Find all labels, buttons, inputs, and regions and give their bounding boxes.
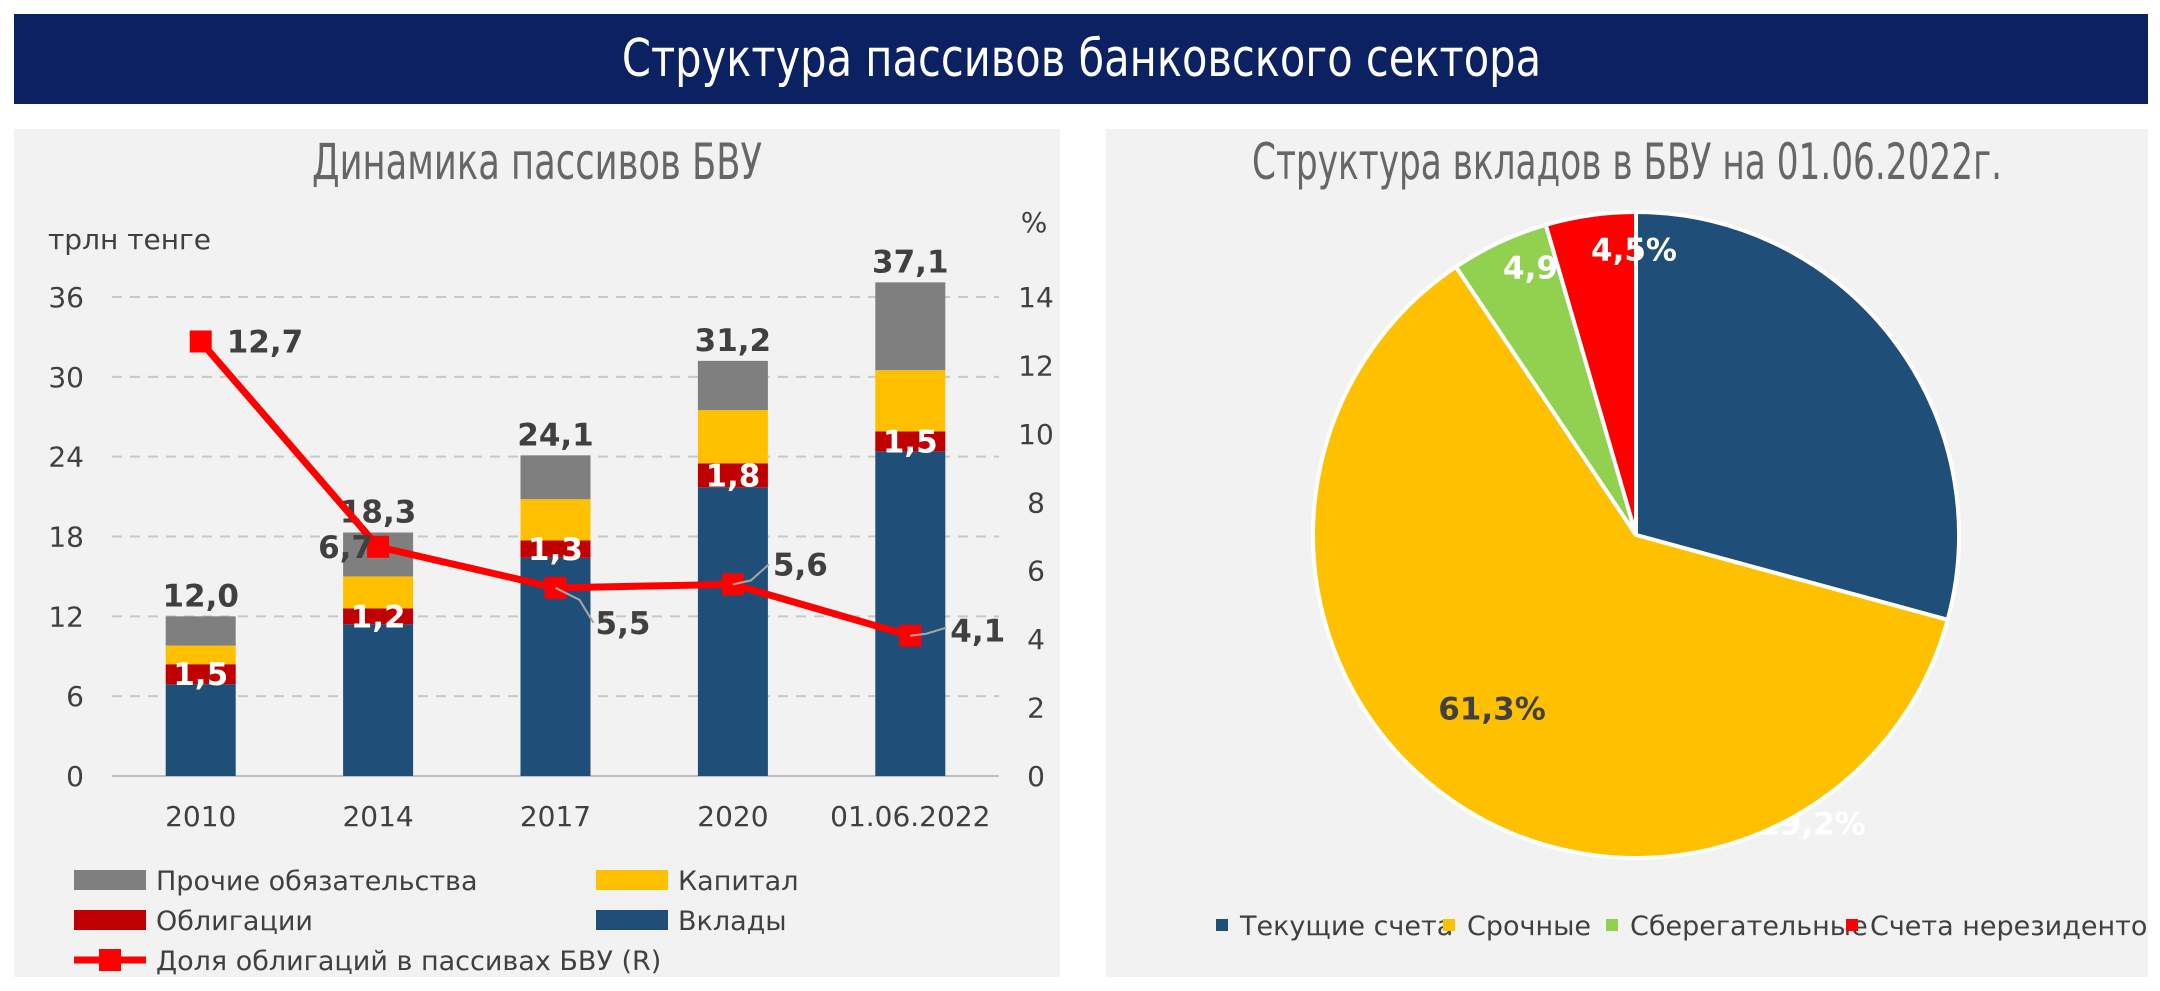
bar-data-label: 1,2 xyxy=(351,599,406,635)
pie-slice xyxy=(1543,209,1638,536)
legend-swatch xyxy=(74,870,146,890)
x-tick-label: 01.06.2022 xyxy=(830,800,990,833)
leader-line xyxy=(732,563,770,586)
pie-slice xyxy=(1311,264,1951,860)
y-tick-label: 12 xyxy=(48,600,84,633)
y-tick-label: 30 xyxy=(48,361,84,394)
bar-segment-Вклады xyxy=(697,487,768,776)
legend-marker xyxy=(99,949,121,971)
bar-segment-Капитал xyxy=(165,645,236,665)
bar-segment-Облигации xyxy=(697,463,768,488)
bar-segment-Вклады xyxy=(165,684,236,776)
x-tick-label: 2017 xyxy=(520,800,591,833)
line-data-label: 4,1 xyxy=(950,614,1005,650)
line-marker xyxy=(721,573,744,596)
bar-segment-Облигации xyxy=(343,608,414,625)
line-data-label: 5,5 xyxy=(596,606,651,642)
y2-tick-label: 8 xyxy=(1027,486,1045,519)
bar-data-label: 1,5 xyxy=(883,424,938,460)
bar-segment-Облигации xyxy=(520,540,591,558)
page-title: Структура пассивов банковского сектора xyxy=(621,29,1541,89)
bar-segment-Прочие обязательства xyxy=(875,282,946,371)
bar-total-label: 31,2 xyxy=(695,323,772,359)
legend-label: Прочие обязательства xyxy=(156,866,478,897)
bar-segment-Прочие обязательства xyxy=(520,455,591,500)
y-tick-label: 36 xyxy=(48,281,84,314)
y2-tick-label: 6 xyxy=(1027,555,1045,588)
legend-label: Вклады xyxy=(678,906,787,937)
legend-swatch xyxy=(596,870,668,890)
y2-tick-label: 12 xyxy=(1018,349,1054,382)
line-data-label: 12,7 xyxy=(227,324,304,360)
legend-swatch xyxy=(1443,919,1455,931)
y2-tick-label: 0 xyxy=(1027,760,1045,793)
bar-data-label: 1,3 xyxy=(528,532,583,568)
pie-data-label: 61,3% xyxy=(1438,692,1546,728)
bar-segment-Капитал xyxy=(343,576,414,609)
y2-tick-label: 4 xyxy=(1027,623,1045,656)
bar-chart-title: Динамика пассивов БВУ xyxy=(312,133,762,191)
legend-label: Капитал xyxy=(678,866,798,897)
pie-data-label: 4,5% xyxy=(1591,233,1677,269)
line-data-label: 5,6 xyxy=(773,547,828,583)
y-tick-label: 6 xyxy=(66,680,84,713)
bar-segment-Капитал xyxy=(520,499,591,541)
bar-data-label: 1,5 xyxy=(173,657,228,693)
line-marker xyxy=(544,576,567,599)
y-tick-label: 24 xyxy=(48,441,84,474)
bar-data-label: 1,8 xyxy=(705,458,760,494)
line-marker xyxy=(189,330,212,353)
x-tick-label: 2010 xyxy=(165,800,236,833)
y-tick-label: 0 xyxy=(66,760,84,793)
y2-tick-label: 14 xyxy=(1018,281,1054,314)
pie-chart: Структура вкладов в БВУ на 01.06.2022г.2… xyxy=(1216,133,2160,942)
leader-line xyxy=(910,626,947,637)
legend-label: Срочные xyxy=(1467,911,1591,942)
y-axis-label: трлн тенге xyxy=(48,223,211,256)
legend-label: Доля облигаций в пассивах БВУ (R) xyxy=(156,946,661,977)
legend-label: Текущие счета xyxy=(1239,911,1453,942)
legend-swatch xyxy=(74,910,146,930)
bar-total-label: 12,0 xyxy=(162,578,239,614)
legend-label: Сберегательные xyxy=(1630,911,1868,942)
x-tick-label: 2020 xyxy=(697,800,768,833)
line-marker xyxy=(367,535,390,558)
x-tick-label: 2014 xyxy=(342,800,413,833)
bar-total-label: 24,1 xyxy=(517,417,594,453)
pie-slice xyxy=(1634,209,1961,623)
bar-segment-Облигации xyxy=(165,664,236,685)
legend-swatch xyxy=(1846,919,1858,931)
legend-label: Счета нерезидентов xyxy=(1870,911,2148,942)
bar-chart-panel: Динамика пассивов БВУ трлн тенге% 0 6 12 18 24… xyxy=(14,129,1060,977)
y2-tick-label: 2 xyxy=(1027,692,1045,725)
pie-chart-panel: Структура вкладов в БВУ на 01.06.2022г. 2… xyxy=(1106,129,2160,977)
leader-line xyxy=(555,586,595,624)
line-data-label: 6,7 xyxy=(318,530,373,566)
legend-label: Облигации xyxy=(156,906,313,937)
legend-swatch xyxy=(1606,919,1618,931)
y2-axis-label: % xyxy=(1021,206,1048,239)
bar-segment-Прочие обязательства xyxy=(697,360,768,411)
legend-swatch xyxy=(1216,919,1228,931)
legend-swatch xyxy=(596,910,668,930)
bar-segment-Облигации xyxy=(875,431,946,452)
header-banner: Структура пассивов банковского сектора xyxy=(14,14,2148,104)
y2-tick-label: 10 xyxy=(1018,418,1054,451)
bar-segment-Прочие обязательства xyxy=(165,616,236,646)
bar-segment-Капитал xyxy=(697,410,768,464)
bar-segment-Капитал xyxy=(875,370,946,432)
bar-segment-Вклады xyxy=(343,624,414,776)
y-tick-label: 18 xyxy=(48,521,84,554)
bar-segment-Вклады xyxy=(875,451,946,776)
pie-chart-title: Структура вкладов в БВУ на 01.06.2022г. xyxy=(1252,133,2002,191)
bar-total-label: 37,1 xyxy=(872,244,949,280)
